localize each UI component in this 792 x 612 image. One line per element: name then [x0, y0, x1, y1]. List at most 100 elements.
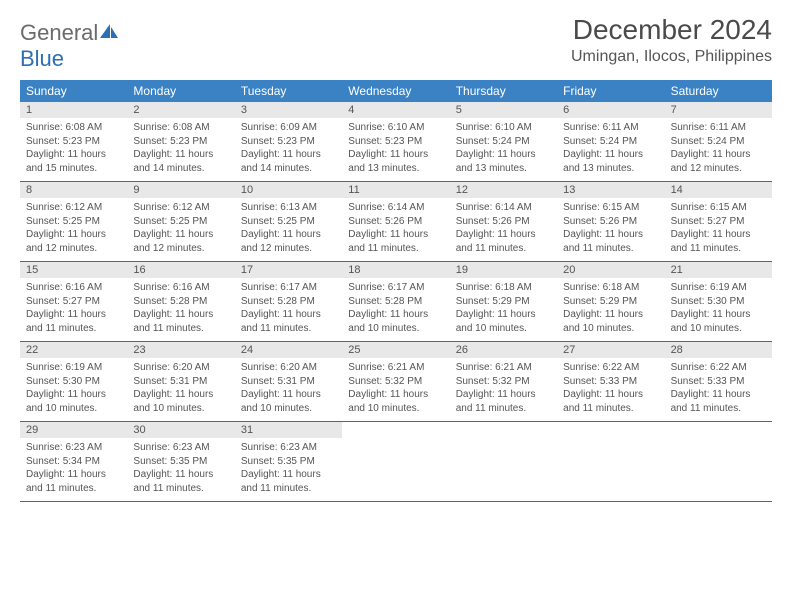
- week-row: Sunrise: 6:23 AMSunset: 5:34 PMDaylight:…: [20, 438, 772, 502]
- daylight-line: Daylight: 11 hours and 11 minutes.: [133, 308, 228, 335]
- day-header: Saturday: [665, 80, 772, 102]
- day-number: [450, 422, 557, 438]
- day-header: Monday: [127, 80, 234, 102]
- day-cell: Sunrise: 6:16 AMSunset: 5:28 PMDaylight:…: [127, 278, 234, 341]
- day-cell: [557, 438, 664, 501]
- day-cell: Sunrise: 6:14 AMSunset: 5:26 PMDaylight:…: [450, 198, 557, 261]
- month-title: December 2024: [571, 14, 772, 46]
- daylight-line: Daylight: 11 hours and 11 minutes.: [456, 228, 551, 255]
- day-cell: Sunrise: 6:19 AMSunset: 5:30 PMDaylight:…: [20, 358, 127, 421]
- sunset-line: Sunset: 5:23 PM: [133, 135, 228, 149]
- sunset-line: Sunset: 5:23 PM: [26, 135, 121, 149]
- daylight-line: Daylight: 11 hours and 11 minutes.: [26, 468, 121, 495]
- daylight-line: Daylight: 11 hours and 11 minutes.: [241, 308, 336, 335]
- title-block: December 2024 Umingan, Ilocos, Philippin…: [571, 14, 772, 66]
- day-number-row: 891011121314: [20, 182, 772, 198]
- day-number: 24: [235, 342, 342, 358]
- day-cell: Sunrise: 6:11 AMSunset: 5:24 PMDaylight:…: [557, 118, 664, 181]
- day-number: 6: [557, 102, 664, 118]
- sunset-line: Sunset: 5:27 PM: [26, 295, 121, 309]
- daylight-line: Daylight: 11 hours and 10 minutes.: [671, 308, 766, 335]
- day-cell: Sunrise: 6:08 AMSunset: 5:23 PMDaylight:…: [20, 118, 127, 181]
- day-cell: [342, 438, 449, 501]
- sunset-line: Sunset: 5:30 PM: [26, 375, 121, 389]
- daylight-line: Daylight: 11 hours and 12 minutes.: [241, 228, 336, 255]
- sunrise-line: Sunrise: 6:22 AM: [671, 361, 766, 375]
- day-number: 2: [127, 102, 234, 118]
- day-number-row: 293031: [20, 422, 772, 438]
- sunrise-line: Sunrise: 6:17 AM: [348, 281, 443, 295]
- day-header: Friday: [557, 80, 664, 102]
- day-number: 15: [20, 262, 127, 278]
- daylight-line: Daylight: 11 hours and 10 minutes.: [26, 388, 121, 415]
- daylight-line: Daylight: 11 hours and 11 minutes.: [563, 388, 658, 415]
- day-number: 30: [127, 422, 234, 438]
- day-number: 20: [557, 262, 664, 278]
- sunset-line: Sunset: 5:23 PM: [241, 135, 336, 149]
- sunrise-line: Sunrise: 6:08 AM: [133, 121, 228, 135]
- day-number: 17: [235, 262, 342, 278]
- daylight-line: Daylight: 11 hours and 11 minutes.: [133, 468, 228, 495]
- day-header-row: SundayMondayTuesdayWednesdayThursdayFrid…: [20, 80, 772, 102]
- day-number: 8: [20, 182, 127, 198]
- week-row: Sunrise: 6:16 AMSunset: 5:27 PMDaylight:…: [20, 278, 772, 342]
- daylight-line: Daylight: 11 hours and 12 minutes.: [671, 148, 766, 175]
- day-cell: Sunrise: 6:10 AMSunset: 5:23 PMDaylight:…: [342, 118, 449, 181]
- sunrise-line: Sunrise: 6:21 AM: [456, 361, 551, 375]
- day-number: 3: [235, 102, 342, 118]
- daylight-line: Daylight: 11 hours and 11 minutes.: [26, 308, 121, 335]
- sunrise-line: Sunrise: 6:13 AM: [241, 201, 336, 215]
- daylight-line: Daylight: 11 hours and 11 minutes.: [456, 388, 551, 415]
- logo-text-general: General: [20, 20, 98, 45]
- sunrise-line: Sunrise: 6:14 AM: [348, 201, 443, 215]
- day-number: [557, 422, 664, 438]
- sunrise-line: Sunrise: 6:19 AM: [671, 281, 766, 295]
- day-cell: Sunrise: 6:20 AMSunset: 5:31 PMDaylight:…: [235, 358, 342, 421]
- day-number: [665, 422, 772, 438]
- logo-text: General Blue: [20, 20, 120, 72]
- day-number: 25: [342, 342, 449, 358]
- day-cell: Sunrise: 6:15 AMSunset: 5:27 PMDaylight:…: [665, 198, 772, 261]
- daylight-line: Daylight: 11 hours and 13 minutes.: [456, 148, 551, 175]
- week-row: Sunrise: 6:19 AMSunset: 5:30 PMDaylight:…: [20, 358, 772, 422]
- logo-text-blue: Blue: [20, 46, 64, 71]
- week-row: Sunrise: 6:12 AMSunset: 5:25 PMDaylight:…: [20, 198, 772, 262]
- day-cell: Sunrise: 6:22 AMSunset: 5:33 PMDaylight:…: [557, 358, 664, 421]
- daylight-line: Daylight: 11 hours and 13 minutes.: [348, 148, 443, 175]
- sunset-line: Sunset: 5:29 PM: [563, 295, 658, 309]
- daylight-line: Daylight: 11 hours and 10 minutes.: [563, 308, 658, 335]
- day-number: 29: [20, 422, 127, 438]
- sunset-line: Sunset: 5:27 PM: [671, 215, 766, 229]
- sunrise-line: Sunrise: 6:11 AM: [671, 121, 766, 135]
- sunset-line: Sunset: 5:26 PM: [348, 215, 443, 229]
- day-number: 1: [20, 102, 127, 118]
- daylight-line: Daylight: 11 hours and 11 minutes.: [563, 228, 658, 255]
- sunrise-line: Sunrise: 6:15 AM: [563, 201, 658, 215]
- day-cell: Sunrise: 6:23 AMSunset: 5:35 PMDaylight:…: [235, 438, 342, 501]
- day-cell: Sunrise: 6:23 AMSunset: 5:34 PMDaylight:…: [20, 438, 127, 501]
- sunrise-line: Sunrise: 6:20 AM: [133, 361, 228, 375]
- day-number: 27: [557, 342, 664, 358]
- daylight-line: Daylight: 11 hours and 12 minutes.: [133, 228, 228, 255]
- day-number: 4: [342, 102, 449, 118]
- daylight-line: Daylight: 11 hours and 11 minutes.: [671, 388, 766, 415]
- sunset-line: Sunset: 5:32 PM: [456, 375, 551, 389]
- logo: General Blue: [20, 20, 120, 72]
- sunrise-line: Sunrise: 6:23 AM: [241, 441, 336, 455]
- sunset-line: Sunset: 5:29 PM: [456, 295, 551, 309]
- sunset-line: Sunset: 5:31 PM: [133, 375, 228, 389]
- sunset-line: Sunset: 5:24 PM: [456, 135, 551, 149]
- sunrise-line: Sunrise: 6:18 AM: [563, 281, 658, 295]
- day-number: 28: [665, 342, 772, 358]
- daylight-line: Daylight: 11 hours and 13 minutes.: [563, 148, 658, 175]
- sunset-line: Sunset: 5:30 PM: [671, 295, 766, 309]
- day-number: 19: [450, 262, 557, 278]
- day-cell: Sunrise: 6:22 AMSunset: 5:33 PMDaylight:…: [665, 358, 772, 421]
- day-number-row: 15161718192021: [20, 262, 772, 278]
- sunrise-line: Sunrise: 6:10 AM: [456, 121, 551, 135]
- day-number: 14: [665, 182, 772, 198]
- sunset-line: Sunset: 5:32 PM: [348, 375, 443, 389]
- sunset-line: Sunset: 5:35 PM: [133, 455, 228, 469]
- sunrise-line: Sunrise: 6:15 AM: [671, 201, 766, 215]
- sunset-line: Sunset: 5:28 PM: [348, 295, 443, 309]
